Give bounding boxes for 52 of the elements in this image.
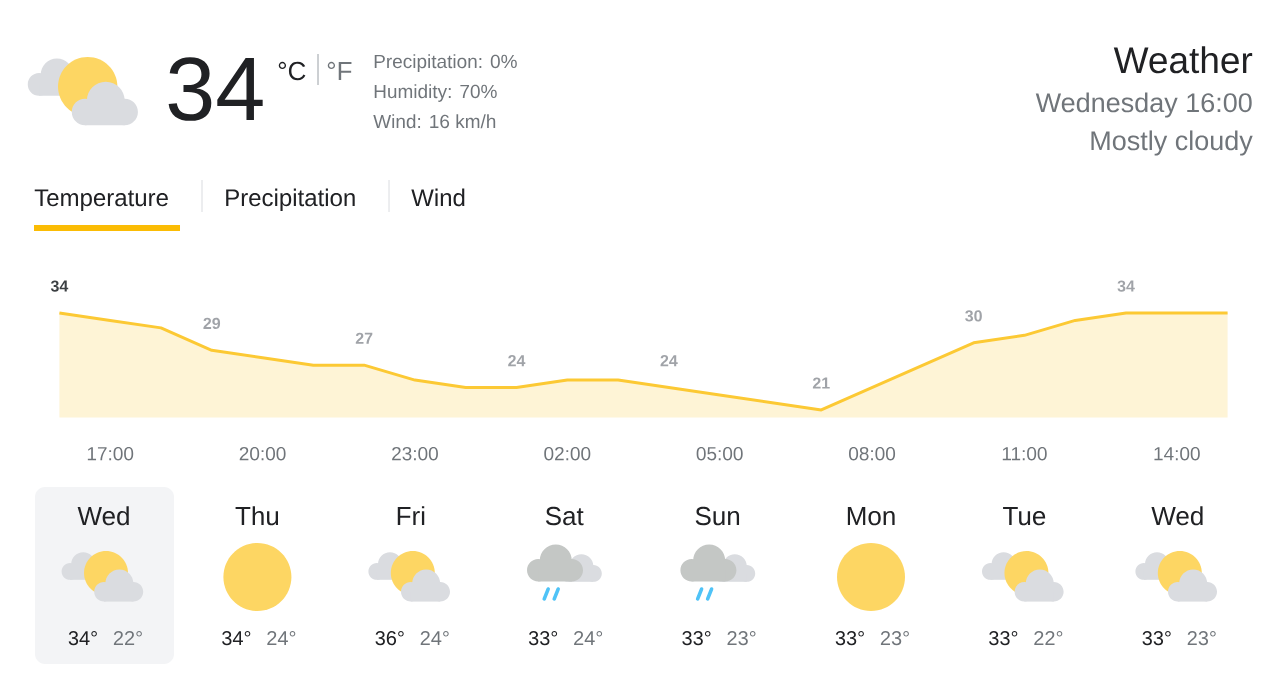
x-tick-label: 20:00 [239,446,286,461]
text: Mostly cloudy [1091,130,1253,156]
text: 33° [989,631,1018,646]
x-tick-label: 02:00 [544,446,591,461]
category-label: Wed [77,506,129,526]
data-label: 29 [203,317,221,330]
data-label: 30 [965,310,982,322]
x-tick-label: 23:00 [392,446,438,461]
x-tick-label: 05:00 [696,446,743,461]
text: Wednesday 16:00 [1035,92,1252,118]
data-label: 21 [812,377,830,389]
text: 33° [682,631,711,646]
text: 22° [113,631,142,645]
x-tick-label: 14:00 [1154,446,1200,461]
text: Wind: 16 km/h [373,114,496,129]
text: °F [327,61,352,80]
data-label: 24 [660,355,678,367]
category-label: Sat [545,506,584,526]
category-label: Wed [1151,506,1203,526]
text: 36° [375,631,404,646]
category-label: Tue [1003,507,1046,526]
text: 23° [727,631,756,646]
data-label: 27 [355,332,373,344]
text: 24° [420,631,449,645]
category-label: Sun [695,506,740,526]
data-label: 34 [1117,280,1135,292]
text: 34° [68,631,97,646]
text: 24° [574,631,603,645]
x-tick-label: 17:00 [87,446,134,461]
text: 23° [880,631,909,646]
text: Humidity: 70% [374,84,497,102]
text: Temperature [34,189,168,211]
text: 34° [222,631,251,646]
text: 33° [528,631,558,646]
text: Precipitation: 0% [374,54,517,72]
category-label: Mon [847,507,895,526]
data-label: 24 [508,355,526,367]
text: Precipitation [226,188,355,211]
x-tick-label: 11:00 [1002,446,1047,461]
text: 22° [1034,631,1063,645]
text: Weather [1113,46,1253,74]
text: 34 [168,57,263,121]
text: 23° [1187,631,1216,646]
text: 33° [1142,631,1171,646]
category-label: Thu [235,506,279,526]
x-tick-label: 08:00 [849,446,896,461]
data-label: 34 [50,280,69,292]
text: °C [278,61,306,81]
text: Wind [411,188,465,207]
category-label: Fri [397,506,425,525]
text: 24° [267,631,296,645]
text: 33° [835,631,864,646]
